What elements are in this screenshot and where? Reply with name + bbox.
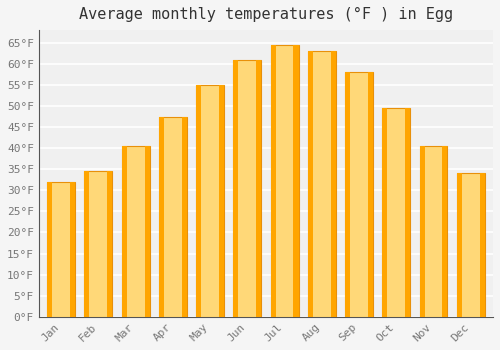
Bar <box>405 108 410 317</box>
Bar <box>270 45 298 317</box>
Bar <box>420 146 424 317</box>
Bar <box>345 72 350 317</box>
Bar <box>84 172 112 317</box>
Bar <box>308 51 313 317</box>
Bar <box>159 117 164 317</box>
Bar <box>256 60 262 317</box>
Bar <box>442 146 448 317</box>
Bar <box>122 146 126 317</box>
Bar <box>234 60 262 317</box>
Bar <box>234 60 238 317</box>
Bar <box>84 172 89 317</box>
Bar <box>196 85 201 317</box>
Bar <box>196 85 224 317</box>
Bar <box>144 146 150 317</box>
Bar <box>420 146 448 317</box>
Bar <box>382 108 388 317</box>
Bar <box>182 117 187 317</box>
Title: Average monthly temperatures (°F ) in Egg: Average monthly temperatures (°F ) in Eg… <box>79 7 453 22</box>
Bar <box>457 174 462 317</box>
Bar <box>108 172 112 317</box>
Bar <box>480 174 484 317</box>
Bar <box>345 72 373 317</box>
Bar <box>47 182 75 317</box>
Bar <box>294 45 298 317</box>
Bar <box>122 146 150 317</box>
Bar <box>330 51 336 317</box>
Bar <box>219 85 224 317</box>
Bar <box>368 72 373 317</box>
Bar <box>70 182 75 317</box>
Bar <box>308 51 336 317</box>
Bar <box>457 174 484 317</box>
Bar <box>270 45 276 317</box>
Bar <box>47 182 52 317</box>
Bar <box>382 108 410 317</box>
Bar <box>159 117 187 317</box>
